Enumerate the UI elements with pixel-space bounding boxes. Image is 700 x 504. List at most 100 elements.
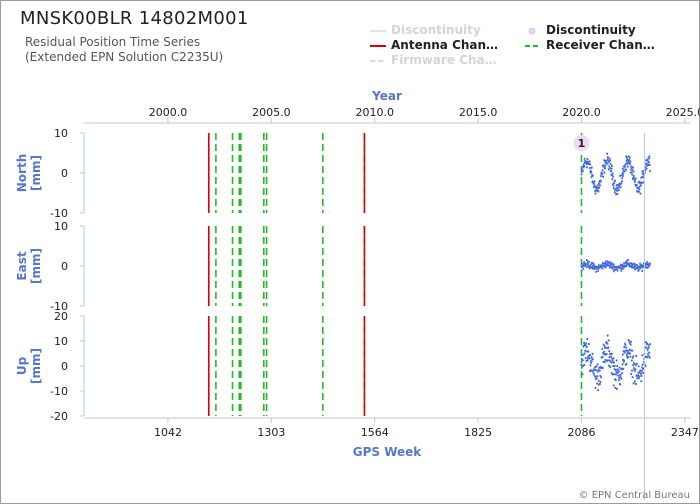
east-data-point [635, 263, 637, 266]
up-data-point [593, 373, 595, 376]
up-data-point [623, 351, 626, 353]
bottom-axis-tick-label: 1564 [361, 426, 389, 439]
east-data-point [597, 269, 600, 272]
up-data-point [589, 354, 592, 357]
east-data-point [647, 266, 650, 269]
up-data-point [640, 380, 643, 383]
north-data-point [626, 165, 629, 168]
east-data-point [598, 264, 600, 267]
north-data-point [628, 156, 631, 159]
north-data-point [641, 172, 644, 175]
north-data-point [632, 176, 635, 179]
north-data-point [641, 176, 643, 179]
east-data-point [591, 262, 594, 265]
north-data-point [607, 168, 610, 171]
north-data-point [593, 182, 596, 185]
east-data-point [606, 260, 609, 263]
up-data-point [612, 373, 614, 376]
up-data-point [648, 351, 651, 354]
north-data-point [631, 168, 634, 171]
up-data-point [594, 387, 597, 389]
up-data-point [605, 353, 608, 355]
up-data-point [644, 365, 647, 367]
east-data-point [609, 261, 611, 264]
north-ytick-label: -10 [50, 207, 68, 220]
up-data-point [614, 369, 617, 371]
bottom-axis-tick-label: 1303 [257, 426, 285, 439]
east-data-point [615, 265, 618, 268]
north-data-point [612, 183, 614, 186]
up-data-point [593, 368, 596, 371]
legend-item-receiver[interactable]: Receiver Chan… [546, 38, 655, 52]
north-data-point [620, 174, 623, 177]
north-data-point [602, 175, 605, 178]
north-data-point [646, 158, 649, 161]
up-data-point [626, 351, 629, 354]
north-data-point [585, 163, 588, 165]
up-data-point [621, 372, 624, 375]
north-data-point [630, 165, 632, 168]
legend-item-firmware[interactable]: Firmware Cha… [391, 53, 497, 67]
up-data-point [586, 338, 589, 340]
up-data-point [632, 364, 634, 367]
north-data-point [617, 189, 620, 192]
east-data-point [619, 267, 622, 270]
subtitle-line-1: Residual Position Time Series [25, 35, 201, 49]
north-data-point [601, 169, 604, 172]
up-data-point [610, 355, 613, 358]
up-data-point [594, 378, 597, 381]
north-data-point [628, 161, 630, 164]
up-data-point [649, 343, 651, 346]
up-data-point [598, 366, 601, 369]
up-data-point [628, 352, 630, 354]
east-ylabel: [mm] [29, 248, 43, 284]
up-data-point [584, 357, 587, 359]
east-data-point [646, 261, 649, 264]
up-data-point [647, 344, 650, 347]
north-data-point [594, 185, 596, 188]
legend-item-antenna[interactable]: Antenna Chan… [391, 38, 499, 52]
north-data-point [589, 163, 592, 166]
north-data-point [629, 160, 632, 163]
north-data-point [619, 174, 622, 177]
north-data-point [637, 190, 640, 193]
up-data-point [629, 343, 632, 346]
north-data-point [586, 158, 589, 161]
north-data-point [648, 157, 651, 160]
north-data-point [606, 162, 609, 165]
north-data-point [628, 158, 631, 161]
up-data-point [606, 334, 609, 337]
legend-item-discontinuity-faded[interactable]: Discontinuity [391, 23, 481, 37]
north-data-point [621, 180, 623, 183]
north-data-point [587, 161, 590, 164]
east-data-point [621, 263, 624, 266]
east-data-point [603, 262, 605, 265]
up-data-point [620, 377, 623, 380]
north-data-point [627, 155, 630, 158]
legend-item-discontinuity[interactable]: Discontinuity [546, 23, 636, 37]
north-data-point [644, 166, 647, 169]
up-data-point [647, 352, 650, 355]
up-data-point [585, 359, 588, 362]
east-data-point [612, 266, 615, 269]
up-data-point [629, 352, 632, 355]
north-data-point [609, 167, 612, 170]
up-data-point [636, 377, 639, 380]
up-data-point [605, 346, 608, 349]
up-data-point [627, 339, 630, 341]
north-data-point [621, 167, 624, 170]
north-data-point [593, 180, 596, 183]
up-ylabel: Up [15, 356, 29, 375]
up-data-point [599, 382, 601, 385]
up-data-point [628, 348, 631, 351]
north-data-point [642, 181, 645, 184]
up-data-point [633, 367, 636, 370]
up-data-point [638, 377, 641, 379]
north-data-point [616, 193, 619, 195]
north-data-point [583, 165, 586, 168]
east-data-point [644, 265, 646, 267]
east-data-point [583, 261, 586, 264]
up-data-point [615, 373, 618, 376]
north-ylabel: North [15, 154, 29, 192]
east-ytick-label: 10 [54, 220, 68, 233]
